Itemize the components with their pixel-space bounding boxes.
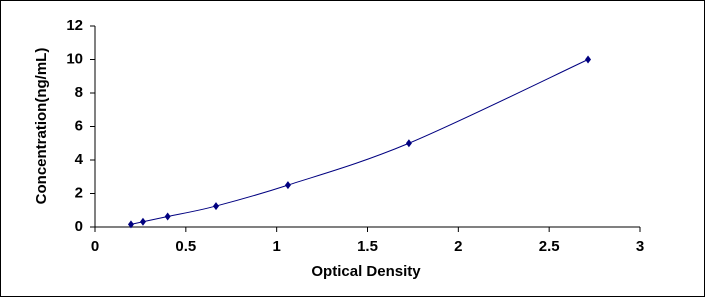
marker <box>139 217 146 226</box>
x-tick-label: 1 <box>272 238 280 255</box>
y-tick-label: 4 <box>75 151 84 168</box>
marker <box>212 202 219 211</box>
y-tick-label: 10 <box>66 50 83 67</box>
marker <box>164 212 171 221</box>
x-tick-label: 0 <box>91 238 99 255</box>
y-tick-label: 0 <box>75 218 83 235</box>
marker <box>585 55 592 64</box>
marker <box>284 181 291 190</box>
x-tick-label: 0.5 <box>175 238 196 255</box>
x-tick-label: 3 <box>636 238 644 255</box>
y-tick-label: 8 <box>75 84 83 101</box>
x-tick-label: 1.5 <box>357 238 378 255</box>
marker <box>127 220 134 229</box>
y-tick-label: 12 <box>66 17 83 34</box>
y-tick-label: 2 <box>75 184 83 201</box>
y-tick-label: 6 <box>75 117 83 134</box>
x-tick-label: 2 <box>454 238 462 255</box>
x-axis-label: Optical Density <box>311 263 421 280</box>
x-tick-label: 2.5 <box>539 238 560 255</box>
y-axis-label: Concentration(ng/mL) <box>33 48 50 205</box>
marker <box>405 139 412 148</box>
